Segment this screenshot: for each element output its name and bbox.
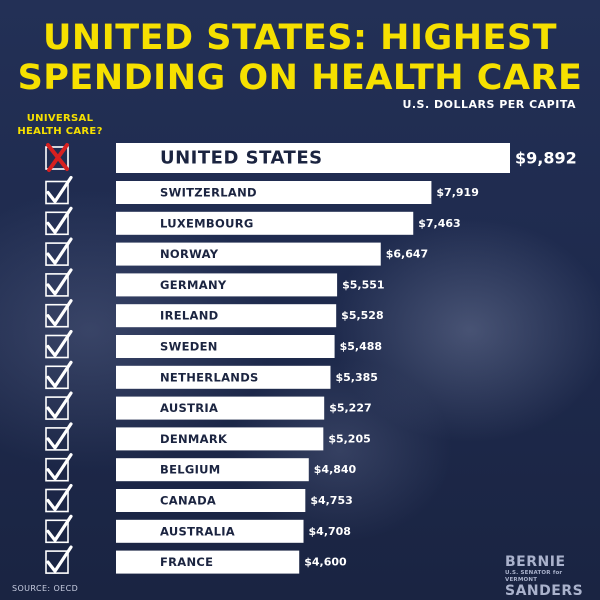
bar <box>116 519 304 543</box>
value-label: $4,600 <box>304 556 347 569</box>
checkbox <box>45 488 69 513</box>
check-icon <box>46 299 73 327</box>
logo-bottom-text: SANDERS <box>505 583 584 599</box>
universal-health-care-header: UNIVERSAL HEALTH CARE? <box>17 113 103 137</box>
bar <box>116 273 338 297</box>
category-label: SWITZERLAND <box>160 186 257 200</box>
value-label: $6,647 <box>386 248 428 261</box>
check-icon <box>46 329 73 358</box>
checkbox <box>45 550 69 574</box>
category-label: LUXEMBOURG <box>160 216 254 230</box>
bar <box>116 304 337 328</box>
check-icon <box>46 391 73 419</box>
check-icon <box>46 206 73 234</box>
category-label: SWEDEN <box>160 340 218 354</box>
value-label: $7,919 <box>436 186 478 199</box>
bar <box>116 458 309 482</box>
value-label: $5,528 <box>341 309 383 322</box>
bar <box>116 242 381 266</box>
check-icon <box>46 268 73 296</box>
check-icon <box>46 453 73 481</box>
checkbox <box>45 273 69 297</box>
value-label: $5,551 <box>342 278 384 291</box>
checkbox <box>45 334 69 359</box>
category-label: NORWAY <box>160 247 219 261</box>
check-icon <box>46 237 73 265</box>
check-icon <box>46 422 73 450</box>
category-label: DENMARK <box>160 432 228 446</box>
check-icon <box>46 360 73 388</box>
checkbox <box>45 180 69 205</box>
value-label: $5,385 <box>335 371 377 384</box>
value-label: $9,892 <box>515 149 577 168</box>
value-label: $5,488 <box>340 340 382 353</box>
category-label: FRANCE <box>160 555 213 569</box>
checkbox <box>45 146 69 170</box>
checkbox <box>45 427 69 451</box>
bar <box>116 335 335 358</box>
checkbox <box>45 303 69 328</box>
bar <box>116 181 432 204</box>
logo-middle-text: U.S. SENATOR for VERMONT <box>505 570 563 583</box>
value-label: $4,708 <box>309 525 351 538</box>
check-icon <box>46 545 73 573</box>
bar <box>116 396 325 420</box>
category-label: AUSTRALIA <box>160 524 235 538</box>
bar <box>116 489 306 512</box>
value-label: $5,227 <box>329 402 371 415</box>
cross-icon <box>46 143 69 172</box>
logo-top-text: BERNIE <box>505 554 566 570</box>
bar <box>116 365 331 389</box>
category-label: GERMANY <box>160 278 227 292</box>
checkbox <box>45 211 69 236</box>
category-label: CANADA <box>160 494 216 508</box>
title-line-2: SPENDING ON HEALTH CARE <box>17 58 583 98</box>
checkbox <box>45 519 69 544</box>
bar <box>116 550 300 574</box>
category-label: IRELAND <box>160 309 219 323</box>
checkbox <box>45 396 69 420</box>
value-label: $4,840 <box>314 463 357 476</box>
bar <box>116 211 414 235</box>
category-label: NETHERLANDS <box>160 370 259 384</box>
bar <box>116 143 510 173</box>
check-icon <box>46 514 73 542</box>
value-label: $5,205 <box>328 432 370 445</box>
value-label: $7,463 <box>418 217 460 230</box>
source-note: SOURCE: OECD <box>12 584 79 593</box>
title-line-1: UNITED STATES: HIGHEST <box>43 18 557 58</box>
bar <box>116 427 324 451</box>
checkbox <box>45 242 69 266</box>
category-label: AUSTRIA <box>160 401 218 415</box>
subtitle: U.S. DOLLARS PER CAPITA <box>402 98 576 111</box>
category-label: UNITED STATES <box>160 148 323 169</box>
bernie-sanders-logo: BERNIE U.S. SENATOR for VERMONT SANDERS <box>505 555 587 599</box>
check-icon <box>46 483 73 512</box>
checkbox <box>45 365 69 390</box>
category-label: BELGIUM <box>160 463 221 477</box>
value-label: $4,753 <box>310 494 352 507</box>
checkbox <box>45 457 69 482</box>
check-icon <box>46 175 73 204</box>
